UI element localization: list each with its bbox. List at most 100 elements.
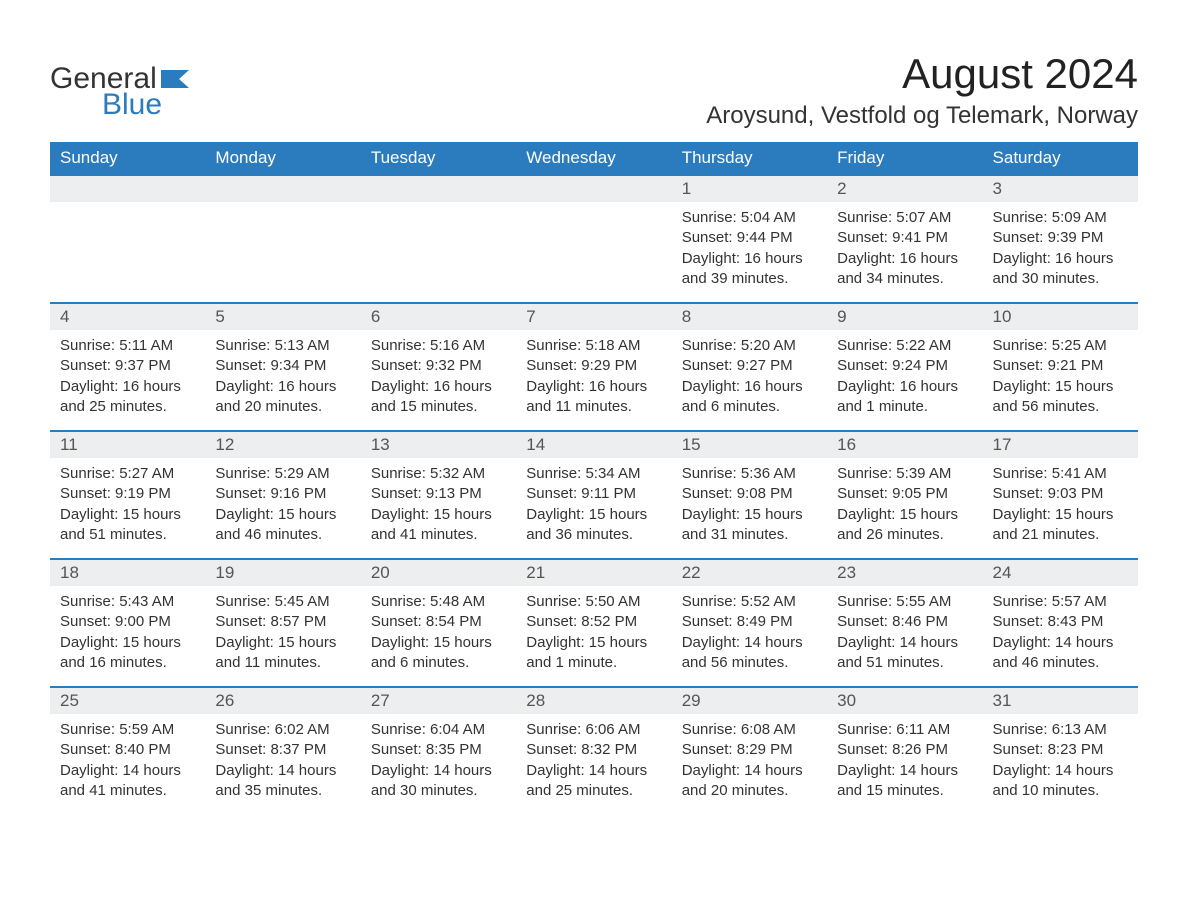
- sunrise-text: Sunrise: 5:36 AM: [682, 464, 817, 484]
- day-details: Sunrise: 5:59 AMSunset: 8:40 PMDaylight:…: [50, 714, 205, 811]
- day-number: 19: [205, 560, 360, 586]
- daylight-text: Daylight: 15 hours and 11 minutes.: [215, 633, 350, 674]
- calendar-cell: [50, 174, 205, 302]
- calendar-cell: [205, 174, 360, 302]
- day-details: Sunrise: 5:52 AMSunset: 8:49 PMDaylight:…: [672, 586, 827, 683]
- calendar-cell: [516, 174, 671, 302]
- day-details: Sunrise: 5:07 AMSunset: 9:41 PMDaylight:…: [827, 202, 982, 299]
- day-details: Sunrise: 5:45 AMSunset: 8:57 PMDaylight:…: [205, 586, 360, 683]
- calendar-week-row: 25Sunrise: 5:59 AMSunset: 8:40 PMDayligh…: [50, 686, 1138, 814]
- sunset-text: Sunset: 8:57 PM: [215, 612, 350, 632]
- day-number: 5: [205, 304, 360, 330]
- calendar-week-row: 11Sunrise: 5:27 AMSunset: 9:19 PMDayligh…: [50, 430, 1138, 558]
- daylight-text: Daylight: 16 hours and 1 minute.: [837, 377, 972, 418]
- sunrise-text: Sunrise: 5:11 AM: [60, 336, 195, 356]
- day-details: Sunrise: 5:09 AMSunset: 9:39 PMDaylight:…: [983, 202, 1138, 299]
- daylight-text: Daylight: 16 hours and 11 minutes.: [526, 377, 661, 418]
- calendar-cell: 31Sunrise: 6:13 AMSunset: 8:23 PMDayligh…: [983, 686, 1138, 814]
- sunset-text: Sunset: 8:23 PM: [993, 740, 1128, 760]
- day-number: 4: [50, 304, 205, 330]
- sunrise-text: Sunrise: 5:41 AM: [993, 464, 1128, 484]
- daylight-text: Daylight: 15 hours and 41 minutes.: [371, 505, 506, 546]
- day-details: Sunrise: 5:57 AMSunset: 8:43 PMDaylight:…: [983, 586, 1138, 683]
- day-details: Sunrise: 6:08 AMSunset: 8:29 PMDaylight:…: [672, 714, 827, 811]
- sunrise-text: Sunrise: 5:16 AM: [371, 336, 506, 356]
- day-details: Sunrise: 6:13 AMSunset: 8:23 PMDaylight:…: [983, 714, 1138, 811]
- day-details: Sunrise: 5:41 AMSunset: 9:03 PMDaylight:…: [983, 458, 1138, 555]
- sunset-text: Sunset: 9:21 PM: [993, 356, 1128, 376]
- title-block: August 2024 Aroysund, Vestfold og Telema…: [706, 50, 1138, 130]
- weekday-header: Sunday: [50, 142, 205, 174]
- weekday-header: Tuesday: [361, 142, 516, 174]
- daylight-text: Daylight: 14 hours and 25 minutes.: [526, 761, 661, 802]
- day-number: 10: [983, 304, 1138, 330]
- day-number: 9: [827, 304, 982, 330]
- day-number: 11: [50, 432, 205, 458]
- daylight-text: Daylight: 14 hours and 20 minutes.: [682, 761, 817, 802]
- daylight-text: Daylight: 14 hours and 30 minutes.: [371, 761, 506, 802]
- calendar-cell: 15Sunrise: 5:36 AMSunset: 9:08 PMDayligh…: [672, 430, 827, 558]
- sunset-text: Sunset: 9:03 PM: [993, 484, 1128, 504]
- sunset-text: Sunset: 9:05 PM: [837, 484, 972, 504]
- calendar-week-row: 1Sunrise: 5:04 AMSunset: 9:44 PMDaylight…: [50, 174, 1138, 302]
- sunset-text: Sunset: 9:29 PM: [526, 356, 661, 376]
- daylight-text: Daylight: 16 hours and 30 minutes.: [993, 249, 1128, 290]
- daylight-text: Daylight: 16 hours and 25 minutes.: [60, 377, 195, 418]
- day-number: 27: [361, 688, 516, 714]
- daylight-text: Daylight: 14 hours and 56 minutes.: [682, 633, 817, 674]
- daylight-text: Daylight: 15 hours and 46 minutes.: [215, 505, 350, 546]
- calendar-cell: 21Sunrise: 5:50 AMSunset: 8:52 PMDayligh…: [516, 558, 671, 686]
- day-details: Sunrise: 6:04 AMSunset: 8:35 PMDaylight:…: [361, 714, 516, 811]
- day-number: 18: [50, 560, 205, 586]
- calendar-cell: [361, 174, 516, 302]
- day-number: 3: [983, 176, 1138, 202]
- sunset-text: Sunset: 8:43 PM: [993, 612, 1128, 632]
- day-details: Sunrise: 5:13 AMSunset: 9:34 PMDaylight:…: [205, 330, 360, 427]
- sunrise-text: Sunrise: 5:07 AM: [837, 208, 972, 228]
- logo: General Blue: [50, 50, 195, 122]
- day-number: 26: [205, 688, 360, 714]
- weekday-header: Thursday: [672, 142, 827, 174]
- daylight-text: Daylight: 14 hours and 46 minutes.: [993, 633, 1128, 674]
- daylight-text: Daylight: 15 hours and 16 minutes.: [60, 633, 195, 674]
- day-number: 25: [50, 688, 205, 714]
- sunrise-text: Sunrise: 5:25 AM: [993, 336, 1128, 356]
- sunset-text: Sunset: 8:49 PM: [682, 612, 817, 632]
- daylight-text: Daylight: 15 hours and 36 minutes.: [526, 505, 661, 546]
- sunrise-text: Sunrise: 5:34 AM: [526, 464, 661, 484]
- sunrise-text: Sunrise: 6:04 AM: [371, 720, 506, 740]
- sunset-text: Sunset: 8:35 PM: [371, 740, 506, 760]
- sunset-text: Sunset: 9:39 PM: [993, 228, 1128, 248]
- day-number: 2: [827, 176, 982, 202]
- calendar-cell: 16Sunrise: 5:39 AMSunset: 9:05 PMDayligh…: [827, 430, 982, 558]
- sunset-text: Sunset: 9:27 PM: [682, 356, 817, 376]
- daylight-text: Daylight: 14 hours and 15 minutes.: [837, 761, 972, 802]
- sunrise-text: Sunrise: 5:43 AM: [60, 592, 195, 612]
- calendar-cell: 18Sunrise: 5:43 AMSunset: 9:00 PMDayligh…: [50, 558, 205, 686]
- day-number: [516, 176, 671, 202]
- day-details: Sunrise: 5:18 AMSunset: 9:29 PMDaylight:…: [516, 330, 671, 427]
- daylight-text: Daylight: 16 hours and 34 minutes.: [837, 249, 972, 290]
- day-number: 17: [983, 432, 1138, 458]
- sunset-text: Sunset: 8:32 PM: [526, 740, 661, 760]
- weekday-header: Wednesday: [516, 142, 671, 174]
- daylight-text: Daylight: 14 hours and 10 minutes.: [993, 761, 1128, 802]
- calendar-week-row: 4Sunrise: 5:11 AMSunset: 9:37 PMDaylight…: [50, 302, 1138, 430]
- sunrise-text: Sunrise: 6:02 AM: [215, 720, 350, 740]
- day-details: Sunrise: 5:55 AMSunset: 8:46 PMDaylight:…: [827, 586, 982, 683]
- calendar-cell: 17Sunrise: 5:41 AMSunset: 9:03 PMDayligh…: [983, 430, 1138, 558]
- calendar-cell: 7Sunrise: 5:18 AMSunset: 9:29 PMDaylight…: [516, 302, 671, 430]
- day-number: 8: [672, 304, 827, 330]
- daylight-text: Daylight: 16 hours and 39 minutes.: [682, 249, 817, 290]
- sunrise-text: Sunrise: 6:11 AM: [837, 720, 972, 740]
- calendar-cell: 27Sunrise: 6:04 AMSunset: 8:35 PMDayligh…: [361, 686, 516, 814]
- day-details: Sunrise: 5:34 AMSunset: 9:11 PMDaylight:…: [516, 458, 671, 555]
- calendar-cell: 19Sunrise: 5:45 AMSunset: 8:57 PMDayligh…: [205, 558, 360, 686]
- daylight-text: Daylight: 16 hours and 6 minutes.: [682, 377, 817, 418]
- sunset-text: Sunset: 8:54 PM: [371, 612, 506, 632]
- weekday-header: Monday: [205, 142, 360, 174]
- sunrise-text: Sunrise: 5:55 AM: [837, 592, 972, 612]
- daylight-text: Daylight: 15 hours and 21 minutes.: [993, 505, 1128, 546]
- day-details: Sunrise: 5:04 AMSunset: 9:44 PMDaylight:…: [672, 202, 827, 299]
- day-number: 21: [516, 560, 671, 586]
